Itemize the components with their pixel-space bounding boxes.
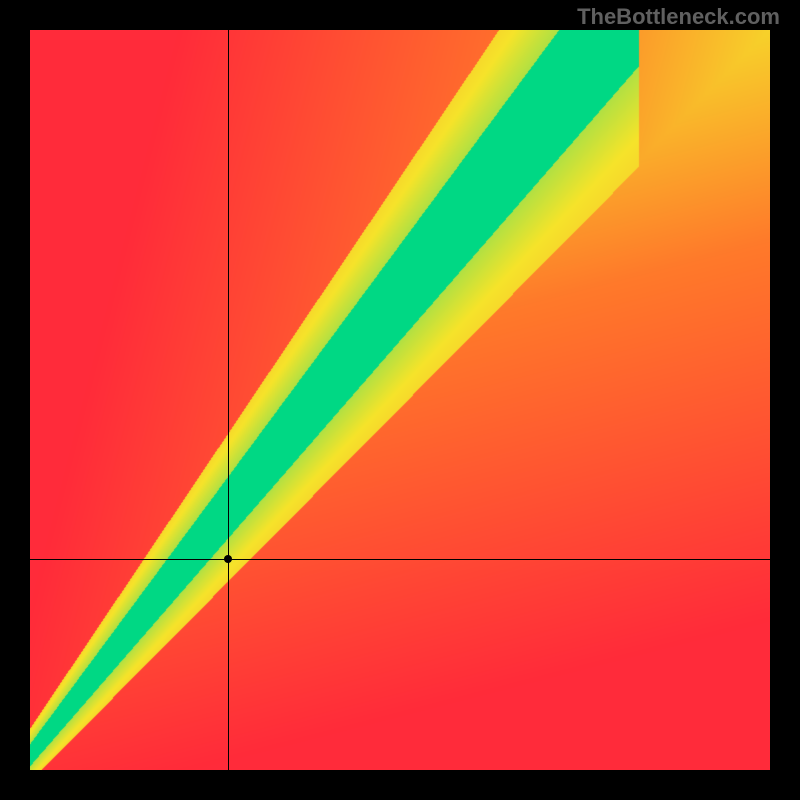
plot-area [30,30,770,770]
chart-frame: TheBottleneck.com [0,0,800,800]
crosshair-horizontal [30,559,770,560]
heatmap-canvas [30,30,770,770]
watermark-text: TheBottleneck.com [577,4,780,30]
crosshair-vertical [228,30,229,770]
crosshair-dot [224,555,232,563]
